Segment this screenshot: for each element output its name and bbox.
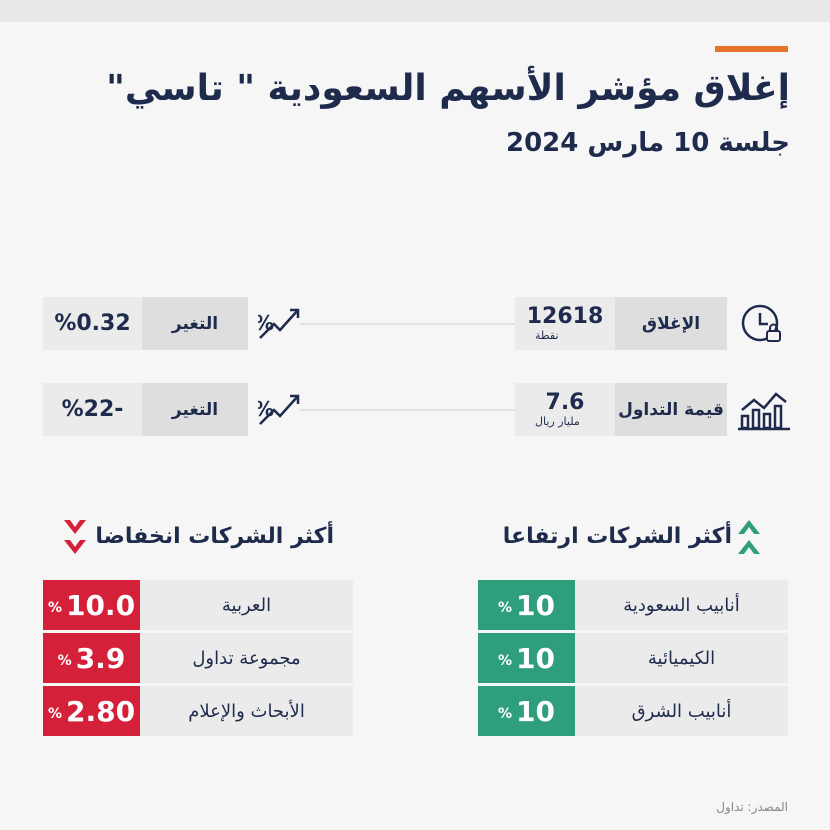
stat-value: 7.6	[545, 390, 585, 415]
svg-text:%: %	[258, 397, 274, 421]
chart-icon	[738, 392, 790, 431]
losers-title: أكثر الشركات انخفاضا	[95, 524, 334, 549]
source: المصدر: تداول	[716, 800, 788, 814]
company-change: % 10	[478, 580, 575, 630]
company-change: % 2.80	[43, 686, 140, 736]
change-label: التغير	[142, 297, 248, 350]
percent-sign: %	[498, 706, 513, 722]
change-number: 3.9	[75, 641, 126, 675]
percent-sign: %	[57, 653, 72, 669]
subtitle: جلسة 10 مارس 2024	[505, 128, 790, 158]
connector	[300, 323, 515, 325]
stat-label: قيمة التداول	[615, 383, 727, 436]
change-value: %22-	[43, 383, 142, 436]
company-name: أنابيب السعودية	[575, 580, 788, 630]
top-bar	[0, 0, 830, 22]
clock-icon	[741, 304, 781, 342]
company-change: % 10	[478, 633, 575, 683]
title: إغلاق مؤشر الأسهم السعودية " تاسي"	[106, 68, 790, 109]
percent-sign: %	[47, 600, 62, 616]
connector	[300, 409, 515, 411]
stat-label: الإغلاق	[615, 297, 727, 350]
percent-sign: %	[498, 653, 513, 669]
change-label: التغير	[142, 383, 248, 436]
change-number: 10	[516, 694, 555, 728]
gainers-title: أكثر الشركات ارتفاعا	[502, 524, 732, 549]
stat-unit: نقطة	[535, 329, 559, 342]
change-icon: %	[258, 308, 300, 339]
change-icon: %	[258, 394, 300, 425]
company-name: مجموعة تداول	[140, 633, 353, 683]
stat-value: 12618	[526, 304, 604, 329]
change-number: 2.80	[65, 694, 136, 728]
svg-text:%: %	[258, 311, 274, 335]
change-value: %0.32	[43, 297, 142, 350]
change-number: 10.0	[65, 588, 136, 622]
company-change: % 3.9	[43, 633, 140, 683]
company-name: العربية	[140, 580, 353, 630]
percent-sign: %	[498, 600, 513, 616]
company-name: الكيميائية	[575, 633, 788, 683]
down-arrows	[64, 520, 86, 554]
change-number: 10	[516, 641, 555, 675]
percent-sign: %	[47, 706, 62, 722]
change-number: 10	[516, 588, 555, 622]
company-name: أنابيب الشرق	[575, 686, 788, 736]
stat-unit: مليار ريال	[535, 415, 580, 428]
company-change: % 10	[478, 686, 575, 736]
stat-value-box: 12618 نقطة	[515, 297, 615, 350]
stat-value-box: 7.6 مليار ريال	[515, 383, 615, 436]
company-name: الأبحاث والإعلام	[140, 686, 353, 736]
up-arrows	[738, 520, 760, 554]
company-change: % 10.0	[43, 580, 140, 630]
accent-line	[715, 46, 788, 52]
